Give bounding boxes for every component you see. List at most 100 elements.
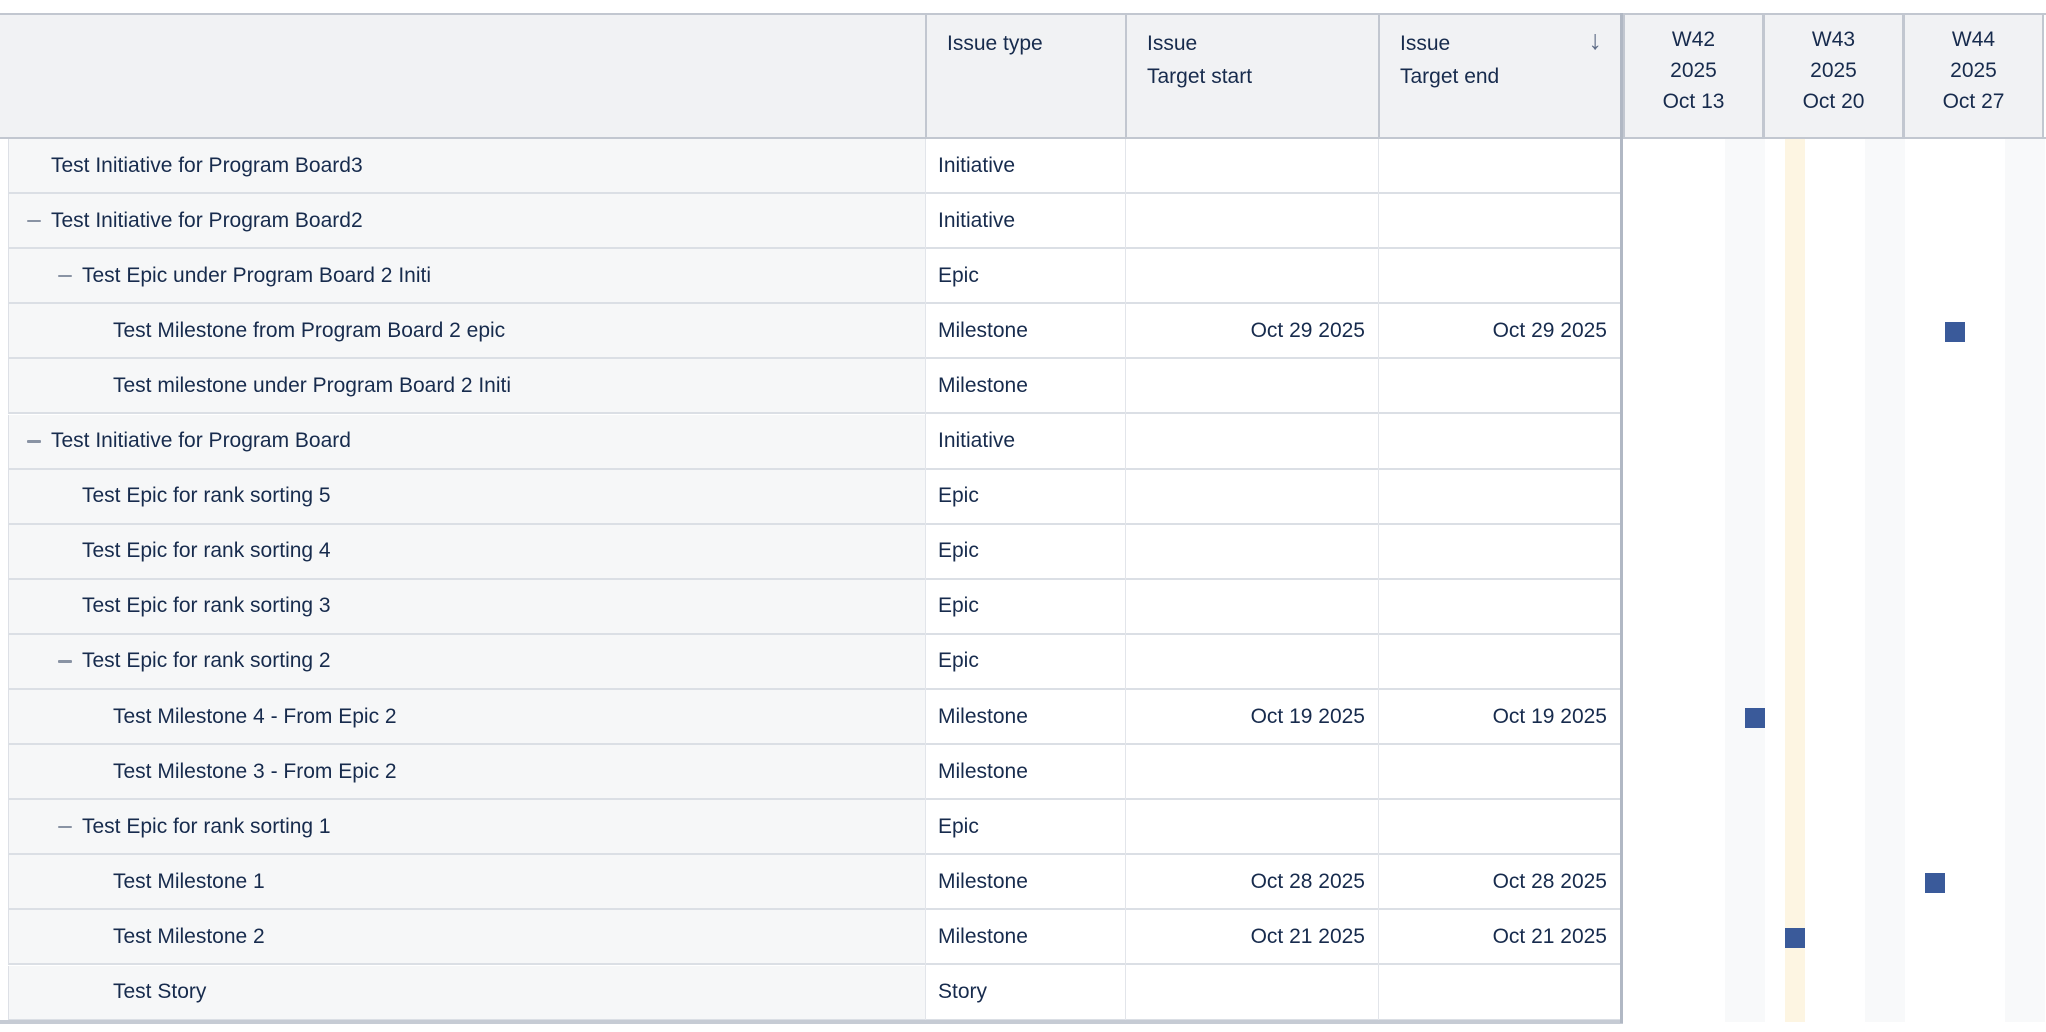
table-row[interactable]: Test milestone under Program Board 2 Ini… — [0, 359, 1620, 415]
issue-type-cell: Epic — [925, 249, 1125, 305]
target-start-cell — [1125, 139, 1378, 195]
target-start-cell: Oct 19 2025 — [1125, 690, 1378, 746]
table-row[interactable]: Test Epic under Program Board 2 Initi Ep… — [0, 249, 1620, 305]
week-year: 2025 — [1950, 59, 1997, 82]
table-row[interactable]: Test Epic for rank sorting 4 Epic — [0, 524, 1620, 580]
table-row[interactable]: Test Milestone 4 - From Epic 2 Milestone… — [0, 690, 1620, 746]
issue-type-cell: Milestone — [925, 690, 1125, 746]
table-row[interactable]: Test Initiative for Program Board Initia… — [0, 414, 1620, 470]
issue-name-cell[interactable]: Test Epic for rank sorting 4 — [8, 524, 925, 580]
issue-name-cell[interactable]: Test Epic for rank sorting 3 — [8, 579, 925, 635]
table-row[interactable]: Test Epic for rank sorting 3 Epic — [0, 579, 1620, 635]
table-row[interactable]: Test Epic for rank sorting 5 Epic — [0, 469, 1620, 525]
table-row[interactable]: Test Milestone 3 - From Epic 2 Milestone — [0, 745, 1620, 801]
target-start-cell — [1125, 359, 1378, 415]
collapse-toggle-icon[interactable] — [27, 440, 41, 443]
today-column-highlight — [1785, 139, 1805, 1022]
header-issue-name[interactable] — [0, 15, 925, 137]
collapse-toggle-icon[interactable] — [58, 274, 72, 278]
issue-name-cell[interactable]: Test Epic for rank sorting 2 — [8, 634, 925, 690]
issue-name: Test Milestone 1 — [113, 869, 265, 893]
issue-name: Test Epic for rank sorting 4 — [82, 539, 331, 563]
target-start-cell — [1125, 524, 1378, 580]
header-target-start-label: Issue Target start — [1147, 32, 1253, 88]
issue-type-value: Milestone — [938, 924, 1028, 948]
target-start-cell — [1125, 579, 1378, 635]
collapse-toggle-icon[interactable] — [58, 660, 72, 663]
week-year: 2025 — [1670, 59, 1717, 82]
issue-type-value: Initiative — [938, 153, 1016, 177]
issue-name-cell[interactable]: Test Epic for rank sorting 5 — [8, 469, 925, 525]
sort-descending-icon[interactable]: ↓ — [1588, 25, 1603, 55]
table-row[interactable]: Test Initiative for Program Board3 Initi… — [0, 139, 1620, 195]
table-row[interactable]: Test Milestone 1 Milestone Oct 28 2025 O… — [0, 855, 1620, 911]
milestone-marker[interactable] — [1785, 927, 1805, 948]
header-issue-type[interactable]: Issue type — [925, 15, 1125, 137]
issue-type-cell: Milestone — [925, 304, 1125, 360]
column-divider — [925, 139, 926, 1022]
issue-name-cell[interactable]: Test Epic under Program Board 2 Initi — [8, 249, 925, 305]
target-end-cell — [1378, 634, 1620, 690]
issue-name: Test Epic under Program Board 2 Initi — [82, 263, 432, 287]
week-number: W43 — [1811, 28, 1856, 51]
week-start-date: Oct 20 — [1802, 90, 1865, 113]
issue-name-cell[interactable]: Test Initiative for Program Board2 — [8, 194, 925, 250]
header-divider — [1125, 13, 1127, 139]
issue-type-cell: Initiative — [925, 139, 1125, 195]
issue-type-cell: Milestone — [925, 855, 1125, 911]
issue-name-cell[interactable]: Test Milestone from Program Board 2 epic — [8, 304, 925, 360]
header-target-start[interactable]: Issue Target start — [1125, 15, 1378, 137]
header-divider — [1378, 13, 1380, 139]
target-start-cell: Oct 29 2025 — [1125, 304, 1378, 360]
target-end-cell — [1378, 579, 1620, 635]
weekend-column-shade — [1745, 139, 1765, 1022]
issue-name-cell[interactable]: Test milestone under Program Board 2 Ini… — [8, 359, 925, 415]
milestone-marker[interactable] — [1925, 872, 1945, 893]
issue-name-cell[interactable]: Test Epic for rank sorting 1 — [8, 800, 925, 856]
issue-name-cell[interactable]: Test Initiative for Program Board3 — [8, 139, 925, 195]
panel-resizer[interactable] — [1620, 13, 1623, 1023]
issue-type-value: Epic — [938, 484, 979, 508]
target-start-cell — [1125, 800, 1378, 856]
collapse-toggle-icon[interactable] — [27, 219, 41, 223]
target-start-value: Oct 19 2025 — [1250, 704, 1365, 728]
table-row[interactable]: Test Milestone from Program Board 2 epic… — [0, 304, 1620, 360]
issue-name-cell[interactable]: Test Milestone 2 — [8, 910, 925, 966]
table-row[interactable]: Test Story Story — [0, 965, 1620, 1021]
header-target-end[interactable]: Issue Target end ↓ — [1378, 15, 1620, 137]
target-end-cell — [1378, 249, 1620, 305]
milestone-marker[interactable] — [1945, 321, 1965, 342]
issue-name-cell[interactable]: Test Milestone 4 - From Epic 2 — [8, 690, 925, 746]
issue-name-cell[interactable]: Test Initiative for Program Board — [8, 414, 925, 470]
target-end-cell — [1378, 359, 1620, 415]
target-start-value: Oct 29 2025 — [1250, 318, 1365, 342]
issue-type-value: Story — [938, 980, 988, 1004]
milestone-marker[interactable] — [1745, 707, 1765, 728]
issue-name-cell[interactable]: Test Story — [8, 965, 925, 1021]
issue-type-value: Milestone — [938, 318, 1028, 342]
issue-name-cell[interactable]: Test Milestone 1 — [8, 855, 925, 911]
issue-type-cell: Epic — [925, 634, 1125, 690]
target-end-cell: Oct 28 2025 — [1378, 855, 1620, 911]
target-start-cell — [1125, 469, 1378, 525]
target-start-value: Oct 28 2025 — [1250, 869, 1365, 893]
collapse-toggle-icon[interactable] — [58, 825, 72, 829]
issue-type-value: Milestone — [938, 759, 1028, 783]
week-start-date: Oct 27 — [1942, 90, 2005, 113]
issue-name: Test Story — [113, 980, 207, 1004]
weekend-column-shade — [1725, 139, 1745, 1022]
issue-name-cell[interactable]: Test Milestone 3 - From Epic 2 — [8, 745, 925, 801]
issue-name: Test milestone under Program Board 2 Ini… — [113, 373, 512, 397]
target-start-cell — [1125, 965, 1378, 1021]
table-row[interactable]: Test Milestone 2 Milestone Oct 21 2025 O… — [0, 910, 1620, 966]
table-row[interactable]: Test Epic for rank sorting 2 Epic — [0, 634, 1620, 690]
target-end-cell — [1378, 524, 1620, 580]
table-row[interactable]: Test Epic for rank sorting 1 Epic — [0, 800, 1620, 856]
issue-type-cell: Milestone — [925, 745, 1125, 801]
target-end-cell — [1378, 469, 1620, 525]
header-divider — [925, 13, 927, 139]
issue-type-cell: Epic — [925, 524, 1125, 580]
target-start-cell — [1125, 414, 1378, 470]
table-row[interactable]: Test Initiative for Program Board2 Initi… — [0, 194, 1620, 250]
